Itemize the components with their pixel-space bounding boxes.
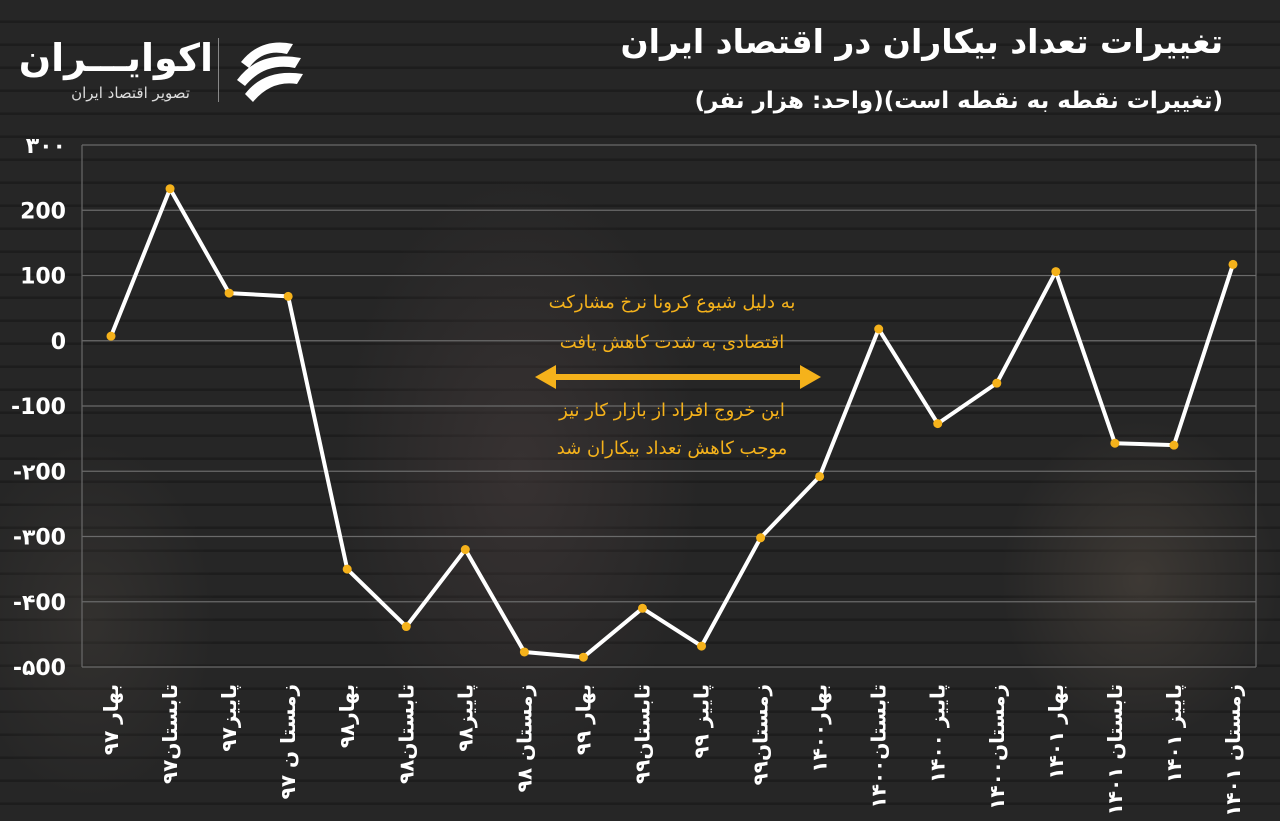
y-tick-label: 0 — [51, 330, 66, 355]
chart-subtitle: (تغییرات نقطه به نقطه است)(واحد: هزار نف… — [694, 88, 1223, 114]
y-tick-label: -۳00 — [13, 526, 66, 551]
y-tick-label: -۲00 — [13, 460, 66, 485]
data-point — [697, 641, 707, 651]
x-tick-label: زمستان۹۹ — [749, 684, 773, 785]
data-point — [401, 622, 411, 632]
y-tick-label: -100 — [11, 395, 66, 420]
data-point — [460, 545, 470, 555]
data-point — [165, 184, 175, 194]
data-point — [1110, 438, 1120, 448]
x-tick-label: پاییز ۱۴۰۱ — [1162, 684, 1187, 783]
chart-title: تغییرات تعداد بیکاران در اقتصاد ایران — [620, 22, 1223, 61]
y-tick-label: -۴00 — [13, 591, 66, 616]
x-tick-label: تابستان۱۴۰۰ — [867, 684, 891, 808]
x-tick-label: تابستان ۱۴۰۱ — [1103, 684, 1127, 815]
annotation-line-3: این خروج افراد از بازار کار نیز — [559, 400, 785, 421]
x-tick-label: زمستا ن ۹۷ — [276, 684, 300, 799]
data-point — [756, 533, 766, 543]
annotation-line-1: به دلیل شیوع کرونا نرخ مشارکت — [548, 292, 796, 313]
x-tick-label: زمستان ۹۸ — [512, 684, 536, 792]
data-point — [992, 378, 1002, 388]
series-line — [109, 186, 1235, 660]
x-tick-label: بهار ۹۷ — [99, 684, 123, 755]
annotation-line-4: موجب کاهش تعداد بیکاران شد — [556, 438, 788, 459]
x-tick-label: پاییز۹۸ — [453, 684, 478, 752]
logo-name: اکوایـــران — [18, 36, 213, 80]
logo-divider — [218, 38, 219, 102]
data-point — [1051, 267, 1061, 277]
data-point — [106, 331, 116, 341]
data-point — [1228, 259, 1238, 269]
logo-icon — [237, 42, 303, 102]
x-tick-label: بهار۹۸ — [335, 684, 359, 748]
x-tick-label: تابستان۹۹ — [630, 684, 654, 784]
brand-logo: اکوایـــران تصویر اقتصاد ایران — [18, 32, 318, 112]
data-point — [283, 291, 293, 301]
data-point — [578, 652, 588, 662]
data-point — [637, 603, 647, 613]
data-point — [874, 324, 884, 334]
x-tick-label: تابستان۹۸ — [394, 684, 418, 784]
gridlines — [81, 144, 1257, 668]
x-tick-label: بهار ۱۴۰۱ — [1044, 684, 1068, 780]
y-tick-label: -۵00 — [13, 656, 66, 681]
x-tick-label: بهار۱۴۰۰ — [808, 684, 832, 773]
data-point — [519, 647, 529, 657]
data-point — [342, 564, 352, 574]
logo-tagline: تصویر اقتصاد ایران — [71, 84, 190, 102]
annotation-line-2: اقتصادی به شدت کاهش یافت — [559, 332, 785, 353]
x-tick-label: زمستان۱۴۰۰ — [985, 684, 1009, 810]
series-unemployment-change — [106, 184, 1238, 662]
data-point — [224, 288, 234, 298]
data-point — [815, 471, 825, 481]
x-axis-ticks: بهار ۹۷ تابستان۹۷ پاییز۹۷ زمستا ن ۹۷ بهار۹۸ ت… — [99, 684, 1245, 817]
y-tick-label: 100 — [20, 265, 66, 290]
data-point — [933, 419, 943, 429]
y-tick-label: ۳۰۰ — [26, 134, 66, 159]
double-arrow — [535, 365, 821, 389]
x-tick-label: پاییز۹۷ — [217, 684, 242, 752]
y-axis-ticks: ۳۰۰ 200 100 0 -100 -۲00 -۳00 -۴00 -۵00 — [11, 134, 66, 681]
x-tick-label: پاییز ۱۴۰۰ — [926, 684, 951, 783]
x-tick-label: زمستان ۱۴۰۱ — [1221, 684, 1245, 817]
x-tick-label: تابستان۹۷ — [158, 684, 182, 784]
x-tick-label: پاییز ۹۹ — [690, 684, 715, 759]
x-tick-label: بهار ۹۹ — [571, 684, 595, 755]
data-point — [1169, 440, 1179, 450]
y-tick-label: 200 — [20, 199, 66, 224]
